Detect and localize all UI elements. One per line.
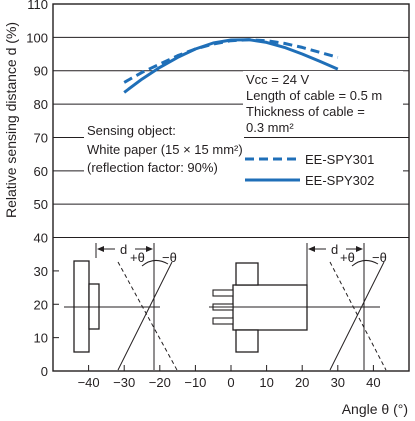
x-tick-label-30: 30 bbox=[331, 375, 345, 390]
legend-box bbox=[243, 147, 403, 195]
x-tick-label-0: 0 bbox=[227, 375, 234, 390]
data-series bbox=[123, 38, 339, 94]
diagram-d-left: d bbox=[120, 242, 127, 257]
y-tick-label-0: 0 bbox=[41, 364, 48, 379]
y-tick-label-60: 60 bbox=[34, 164, 48, 179]
legend-label-spy301: EE-SPY301 bbox=[305, 152, 374, 167]
y-tick-label-100: 100 bbox=[26, 30, 48, 45]
right-sensor-pin-1 bbox=[212, 289, 234, 297]
x-axis-title: Angle θ (°) bbox=[342, 401, 408, 417]
conditions-box bbox=[243, 71, 403, 133]
tick-labels: 0 10 20 30 40 50 60 70 80 90 100 110 −40 −30 −20 −10 0 10… bbox=[26, 0, 380, 390]
cond-vcc: Vcc = 24 V bbox=[246, 72, 310, 87]
plot-frame bbox=[52, 3, 410, 372]
y-tick-label-10: 10 bbox=[34, 331, 48, 346]
y-tick-label-110: 110 bbox=[27, 0, 48, 12]
y-tick-label-90: 90 bbox=[34, 64, 48, 79]
legend-label-spy302: EE-SPY302 bbox=[305, 173, 374, 188]
x-tick-label-20: 20 bbox=[295, 375, 309, 390]
x-tick-label--20: −20 bbox=[149, 375, 171, 390]
diagram-plus-theta-left: +θ bbox=[130, 250, 145, 265]
y-tick-label-20: 20 bbox=[34, 297, 48, 312]
cond-cable-thickness-value: 0.3 mm² bbox=[246, 120, 294, 135]
y-axis-title: Relative sensing distance d (%) bbox=[3, 22, 19, 218]
y-tick-label-40: 40 bbox=[34, 231, 48, 246]
cond-cable-length: Length of cable = 0.5 m bbox=[246, 88, 382, 103]
y-tick-label-30: 30 bbox=[34, 264, 48, 279]
right-sensor-top bbox=[235, 262, 259, 286]
x-tick-label-40: 40 bbox=[366, 375, 380, 390]
right-sensor-pin-3 bbox=[212, 317, 234, 325]
diagram-minus-theta-right: −θ bbox=[372, 250, 387, 265]
y-tick-label-80: 80 bbox=[34, 97, 48, 112]
series-line-2 bbox=[123, 38, 339, 94]
sensing-object-paper: White paper (15 × 15 mm²) bbox=[87, 142, 243, 157]
cond-cable-thickness: Thickness of cable = bbox=[246, 104, 365, 119]
x-tick-label--40: −40 bbox=[78, 375, 100, 390]
diagram-plus-theta-right: +θ bbox=[340, 250, 355, 265]
diagram-d-right: d bbox=[331, 242, 338, 257]
diagram-minus-theta-left: −θ bbox=[162, 250, 177, 265]
x-tick-label--30: −30 bbox=[113, 375, 135, 390]
x-tick-label-10: 10 bbox=[259, 375, 273, 390]
right-sensor-bottom bbox=[235, 329, 259, 353]
x-tick-label--10: −10 bbox=[184, 375, 206, 390]
sensor-angle-diagram: d +θ −θ d +θ −θ bbox=[64, 242, 387, 371]
y-tick-label-70: 70 bbox=[34, 130, 48, 145]
sensing-object-title: Sensing object: bbox=[87, 123, 176, 138]
sensing-object-box bbox=[84, 122, 244, 176]
sensing-object-reflection: (reflection factor: 90%) bbox=[87, 160, 218, 175]
y-tick-label-50: 50 bbox=[34, 197, 48, 212]
